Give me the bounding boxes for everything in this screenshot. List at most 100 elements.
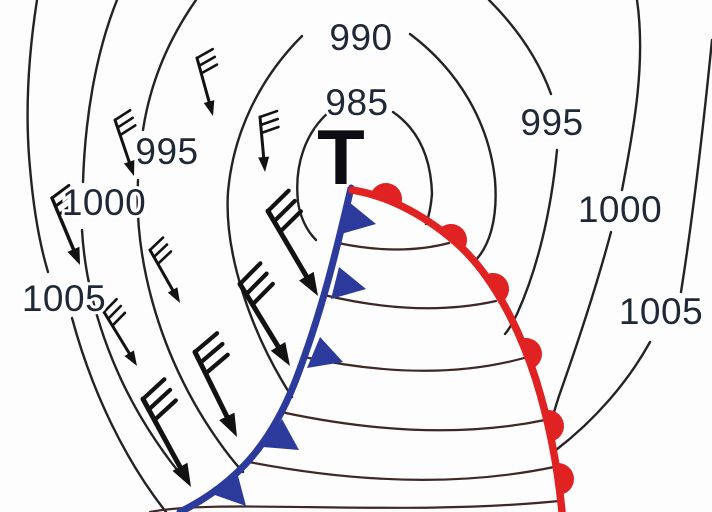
warm-front-semicircle <box>438 224 467 251</box>
wind-barb-arrowhead <box>123 160 135 176</box>
fronts-group <box>176 183 574 512</box>
wind-barb-feather <box>152 243 169 259</box>
wind-barb-feather <box>260 125 280 135</box>
wind-barb <box>258 109 280 172</box>
wind-barb-arrowhead <box>172 462 191 487</box>
warm-sector-isobar <box>279 410 547 432</box>
wind-barb <box>195 47 219 116</box>
wind-barb-feather <box>118 124 137 137</box>
wind-barb <box>192 331 237 437</box>
wind-barb-feather <box>259 117 280 127</box>
isobar-1005-left-upper <box>26 0 50 274</box>
wind-barb-feather <box>197 55 217 68</box>
wind-barb-feather <box>195 47 214 60</box>
warm-sector-isobar <box>148 499 561 512</box>
wind-barb-feather <box>278 209 303 234</box>
isobar-1000-left-upper <box>81 0 119 184</box>
wind-barb-shaft <box>265 208 314 287</box>
wind-barb-feather <box>271 198 297 224</box>
warm-front-line <box>348 186 566 512</box>
wind-barb-feather <box>244 271 269 297</box>
wind-barb-feather <box>198 341 225 365</box>
wind-barb-feather <box>50 183 71 200</box>
wind-barb-arrowhead <box>299 271 318 296</box>
wind-barbs-group <box>50 47 318 487</box>
isobar-985-left <box>296 110 331 242</box>
wind-barb-feather <box>250 281 275 307</box>
wind-barb-feather <box>102 297 118 314</box>
isobar-label-995: 995 <box>520 102 583 143</box>
isobar-995-left-upper <box>141 0 198 132</box>
wind-barb <box>50 183 80 265</box>
isobar-995-right-lower <box>503 148 559 336</box>
wind-barb-feather <box>152 398 178 423</box>
wind-barb-feather <box>192 331 220 355</box>
warm-front-semicircle <box>370 183 402 203</box>
warm-sector-isobar <box>247 460 556 481</box>
isobar-label-1005: 1005 <box>22 278 106 319</box>
isobar-1005-left-lower <box>70 316 168 512</box>
isobar-990-right <box>408 32 497 265</box>
wind-barb-arrowhead <box>124 350 137 366</box>
isobar-label-985: 985 <box>325 82 388 123</box>
warm-front-semicircle <box>483 273 509 302</box>
wind-barb-feather <box>199 63 219 75</box>
isobar-1000-left-lower <box>80 228 189 484</box>
wind-barb-feather <box>203 352 230 376</box>
wind-barb-feather <box>113 108 132 122</box>
low-pressure-symbol: T <box>317 113 365 201</box>
cold-front-triangle <box>341 202 376 234</box>
wind-barb-feather <box>53 192 74 208</box>
isobar-label-1000: 1000 <box>62 182 146 223</box>
wind-barb <box>113 108 137 176</box>
wind-barb-feather <box>148 236 165 252</box>
isobar-985-right <box>391 110 434 226</box>
wind-barb-feather <box>140 377 167 402</box>
warm-sector-isobar <box>336 241 451 251</box>
warm-sector-isobar <box>322 293 498 310</box>
cold-front-triangle <box>212 472 246 506</box>
wind-barb-arrowhead <box>270 341 290 366</box>
isobar-995-right-upper <box>487 0 553 96</box>
isobar-label-1000: 1000 <box>578 189 662 230</box>
wind-barb <box>140 377 191 487</box>
wind-barb-feather <box>57 200 78 217</box>
wind-barb-feather <box>116 116 135 129</box>
isobar-1000-right-lower <box>548 230 613 431</box>
isobar-1005-right-lower <box>554 340 652 452</box>
isobar-label-1005: 1005 <box>619 291 703 332</box>
wind-barb <box>237 261 290 366</box>
wind-barb-arrowhead <box>167 287 180 303</box>
wind-barb <box>265 188 318 296</box>
cold-front-triangle <box>331 267 366 299</box>
wind-barb-feather <box>156 250 173 266</box>
wind-barb-feather <box>237 261 263 287</box>
wind-barb-arrowhead <box>67 246 80 265</box>
wind-barb-arrowhead <box>219 412 237 437</box>
wind-barb <box>102 297 137 366</box>
wind-barb-shaft <box>140 396 187 478</box>
wind-barb-feather <box>258 109 279 119</box>
wind-barb-arrowhead <box>203 100 215 116</box>
wind-barb-feather <box>111 311 127 327</box>
warm-front-semicircle <box>543 410 564 442</box>
wind-barb-feather <box>146 387 173 412</box>
warm-front-semicircle <box>554 463 574 495</box>
wind-barb <box>148 236 180 303</box>
isobar-label-995: 995 <box>135 131 198 172</box>
isobar-990-left <box>226 34 304 399</box>
wind-barb-feather <box>106 304 123 321</box>
wind-barb-arrowhead <box>258 156 270 172</box>
isobar-1000-right-upper <box>620 0 642 192</box>
cold-front-triangle <box>307 337 343 368</box>
warm-front-semicircle <box>518 338 542 369</box>
cold-front-triangle <box>263 419 299 450</box>
labels-group: 990 985 995 1000 1005 995 1000 1005 T <box>19 14 706 335</box>
isobar-label-990: 990 <box>329 17 392 58</box>
isobars-group <box>26 0 712 512</box>
wind-barb-feather <box>265 188 291 214</box>
isobar-1005-right-upper <box>679 38 712 294</box>
isobar-995-left-lower <box>136 178 245 474</box>
